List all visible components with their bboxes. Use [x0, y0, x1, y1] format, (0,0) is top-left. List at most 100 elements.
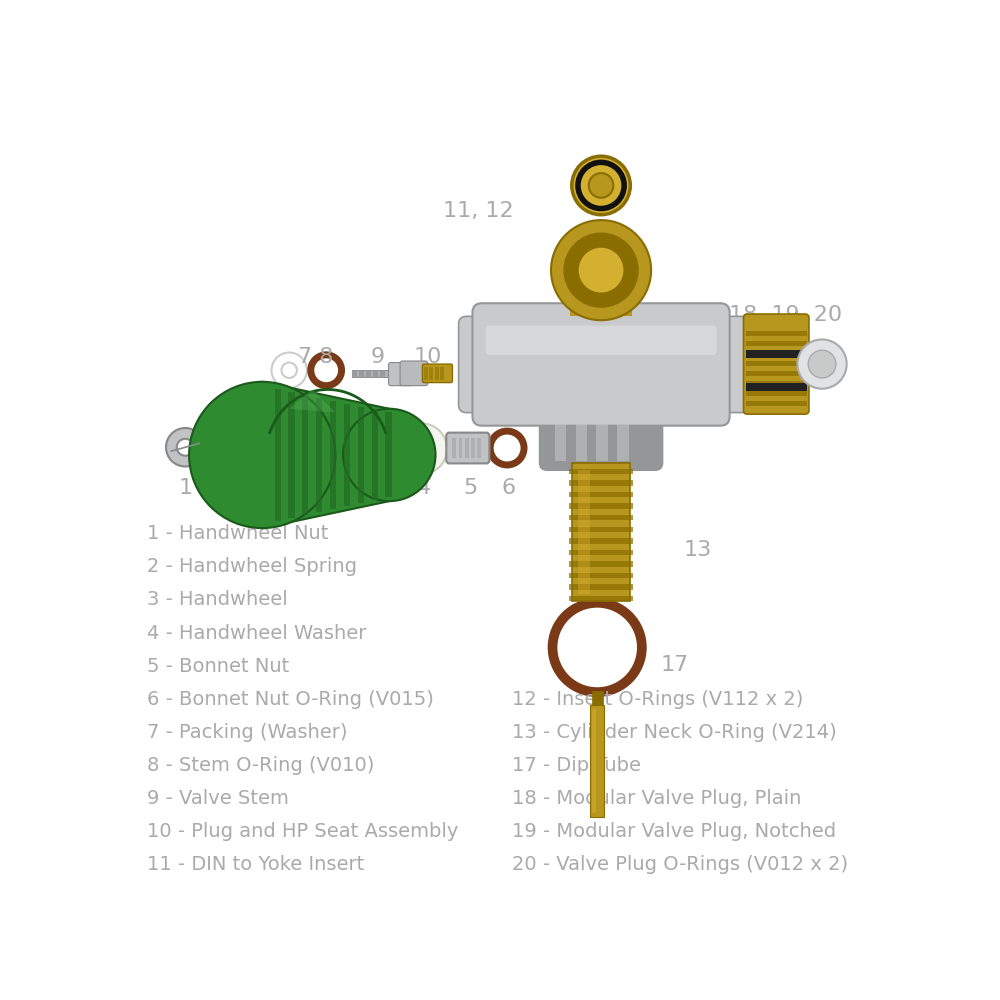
Bar	[746, 401, 807, 406]
Bar	[570, 259, 632, 316]
Text: 9: 9	[371, 347, 385, 367]
Bar	[592, 709, 596, 813]
Bar	[302, 395, 308, 515]
Bar	[316, 398, 322, 512]
Bar	[569, 596, 633, 601]
Circle shape	[343, 409, 436, 501]
Circle shape	[410, 437, 433, 460]
Bar	[569, 469, 633, 474]
FancyBboxPatch shape	[539, 393, 663, 470]
Bar	[578, 470, 590, 594]
Bar	[569, 584, 633, 590]
Text: 6 - Bonnet Nut O-Ring (V015): 6 - Bonnet Nut O-Ring (V015)	[147, 690, 434, 709]
Text: 8 - Stem O-Ring (V010): 8 - Stem O-Ring (V010)	[147, 756, 374, 775]
FancyBboxPatch shape	[709, 316, 755, 413]
Bar	[617, 403, 629, 461]
Bar	[352, 370, 357, 378]
Bar	[746, 341, 807, 346]
Text: 4: 4	[417, 478, 431, 498]
Bar	[746, 350, 807, 358]
Text: 6: 6	[502, 478, 516, 498]
Bar	[380, 370, 385, 378]
Bar	[366, 370, 371, 378]
Bar	[424, 367, 428, 380]
Circle shape	[589, 173, 613, 198]
Text: 2 - Handwheel Spring: 2 - Handwheel Spring	[147, 557, 357, 576]
Bar	[471, 438, 475, 458]
Circle shape	[271, 353, 307, 388]
Circle shape	[797, 339, 847, 389]
Bar	[372, 409, 378, 500]
Text: 18, 19, 20: 18, 19, 20	[729, 305, 842, 325]
Bar	[569, 527, 633, 532]
Circle shape	[551, 220, 651, 320]
Text: 10 - Plug and HP Seat Assembly: 10 - Plug and HP Seat Assembly	[147, 822, 458, 841]
Circle shape	[166, 428, 205, 467]
Bar	[358, 407, 364, 503]
Bar	[746, 361, 807, 366]
Text: 19 - Modular Valve Plug, Notched: 19 - Modular Valve Plug, Notched	[512, 822, 837, 841]
FancyBboxPatch shape	[446, 433, 489, 463]
Text: 1: 1	[178, 478, 192, 498]
Bar	[435, 367, 439, 380]
Text: 11 - DIN to Yoke Insert: 11 - DIN to Yoke Insert	[147, 855, 364, 874]
Bar	[330, 401, 336, 509]
Text: 12 - Insert O-Rings (V112 x 2): 12 - Insert O-Rings (V112 x 2)	[512, 690, 804, 709]
Bar	[373, 370, 378, 378]
Bar	[596, 403, 608, 461]
Bar	[569, 538, 633, 544]
Bar	[359, 370, 364, 378]
Bar	[477, 438, 481, 458]
FancyBboxPatch shape	[472, 303, 730, 426]
Text: 11, 12: 11, 12	[443, 201, 513, 221]
Bar	[429, 367, 433, 380]
Bar	[576, 403, 587, 461]
Bar	[746, 383, 807, 391]
Bar	[288, 392, 295, 518]
Bar	[569, 550, 633, 555]
FancyBboxPatch shape	[400, 361, 428, 386]
Text: 17: 17	[660, 655, 688, 675]
Text: 1 - Handwheel Nut: 1 - Handwheel Nut	[147, 524, 328, 543]
Text: 3: 3	[328, 478, 342, 498]
Circle shape	[572, 156, 630, 215]
Text: 7 - Packing (Washer): 7 - Packing (Washer)	[147, 723, 347, 742]
FancyBboxPatch shape	[744, 314, 809, 414]
FancyBboxPatch shape	[486, 326, 717, 355]
Bar	[569, 503, 633, 509]
FancyBboxPatch shape	[459, 316, 509, 413]
Circle shape	[189, 382, 335, 528]
Text: 7 8: 7 8	[298, 347, 334, 367]
Text: 5 - Bonnet Nut: 5 - Bonnet Nut	[147, 657, 289, 676]
Bar	[385, 412, 392, 497]
Bar	[746, 331, 807, 336]
Bar	[555, 403, 566, 461]
Bar	[590, 705, 604, 817]
Circle shape	[396, 423, 447, 474]
FancyBboxPatch shape	[389, 363, 412, 386]
Bar	[592, 691, 603, 705]
Bar	[569, 515, 633, 520]
Bar	[746, 391, 807, 396]
Circle shape	[808, 350, 836, 378]
Text: 10: 10	[414, 347, 442, 367]
Text: 13: 13	[683, 540, 711, 560]
Text: 2: 2	[224, 478, 239, 498]
Text: 13 - Cylinder Neck O-Ring (V214): 13 - Cylinder Neck O-Ring (V214)	[512, 723, 837, 742]
Bar	[569, 561, 633, 567]
Bar	[572, 463, 630, 601]
Bar	[275, 389, 281, 521]
Bar	[465, 438, 469, 458]
Text: 4 - Handwheel Washer: 4 - Handwheel Washer	[147, 624, 366, 643]
Bar	[452, 438, 456, 458]
Text: 17 - Dip Tube: 17 - Dip Tube	[512, 756, 642, 775]
Circle shape	[177, 439, 194, 456]
Bar	[746, 381, 807, 386]
Polygon shape	[289, 390, 335, 413]
Bar	[746, 371, 807, 376]
Bar	[569, 573, 633, 578]
Bar	[440, 367, 444, 380]
Polygon shape	[262, 382, 389, 528]
Text: 5: 5	[463, 478, 477, 498]
Circle shape	[578, 247, 624, 293]
